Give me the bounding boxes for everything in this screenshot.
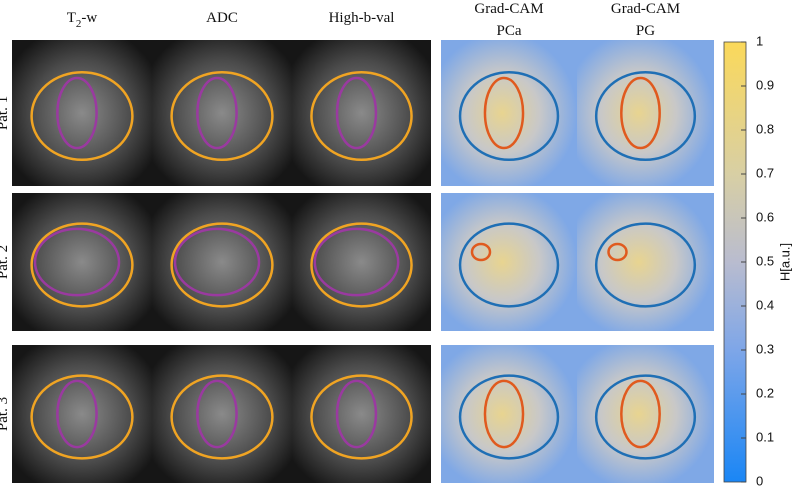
prostate-contour [170, 222, 274, 308]
prostate-contour [170, 374, 274, 460]
gradcam-image [441, 40, 577, 186]
mri-image [12, 345, 152, 483]
prostate-contour [458, 70, 560, 162]
row-label: Pat. 2 [0, 245, 11, 279]
lesion-contour [196, 379, 238, 449]
column-header: ADC [206, 10, 238, 26]
column-header: PCa [496, 23, 521, 39]
lesion-contour [620, 379, 661, 449]
colorbar-tick-label: 0.5 [756, 253, 774, 268]
prostate-contour [310, 222, 413, 308]
header-part: -w [81, 10, 97, 26]
colorbar-tick-label: 0.1 [756, 429, 774, 444]
gradcam-image [577, 40, 714, 186]
gradcam-image [577, 193, 714, 331]
lesion-contour [56, 379, 98, 449]
lesion-contour [483, 76, 525, 150]
colorbar-tick-label: 0 [756, 473, 763, 488]
lesion-contour [196, 76, 238, 150]
row-label: Pat. 3 [0, 397, 11, 431]
gradcam-image [441, 193, 577, 331]
column-header: T2-w [67, 10, 98, 30]
colorbar-label: H[a.u.] [777, 243, 792, 281]
mri-image [12, 193, 152, 331]
colorbar-tick-label: 0.7 [756, 165, 774, 180]
prostate-contour [30, 222, 134, 308]
colorbar-tick-label: 0.2 [756, 385, 774, 400]
prostate-contour [594, 70, 697, 162]
lesion-contour [335, 76, 378, 150]
column-header: Grad-CAM [611, 1, 680, 17]
prostate-contour [594, 222, 697, 308]
lesion-contour [313, 227, 400, 297]
lesion-contour [335, 379, 378, 449]
header-part: T [67, 10, 76, 26]
lesion-contour [607, 242, 628, 262]
prostate-contour [30, 70, 134, 162]
lesion-contour [173, 227, 261, 297]
mri-image [12, 40, 152, 186]
colorbar-tick-label: 0.8 [756, 121, 774, 136]
lesion-contour [56, 76, 98, 150]
colorbar-tick-label: 0.3 [756, 341, 774, 356]
gradcam-image [441, 345, 577, 483]
lesion-contour [33, 227, 121, 297]
colorbar-tick-label: 0.6 [756, 209, 774, 224]
subscript: 2 [76, 18, 82, 30]
prostate-contour [170, 70, 274, 162]
mri-image [292, 345, 431, 483]
gradcam-image [577, 345, 714, 483]
lesion-contour [620, 76, 661, 150]
colorbar-tick-label: 0.4 [756, 297, 774, 312]
mri-image [292, 40, 431, 186]
colorbar-tick-label: 0.9 [756, 77, 774, 92]
prostate-contour [310, 374, 413, 460]
prostate-contour [594, 374, 697, 460]
prostate-contour [310, 70, 413, 162]
lesion-contour [483, 379, 525, 449]
prostate-contour [458, 374, 560, 460]
column-header: Grad-CAM [474, 1, 543, 17]
prostate-contour [458, 222, 560, 308]
mri-image [152, 345, 292, 483]
column-header: PG [636, 23, 655, 39]
mri-image [292, 193, 431, 331]
prostate-contour [30, 374, 134, 460]
mri-image [152, 40, 292, 186]
lesion-contour [470, 242, 492, 262]
column-header: High-b-val [329, 10, 395, 26]
colorbar-tick-label: 1 [756, 33, 763, 48]
mri-image [152, 193, 292, 331]
row-label: Pat. 1 [0, 96, 11, 130]
